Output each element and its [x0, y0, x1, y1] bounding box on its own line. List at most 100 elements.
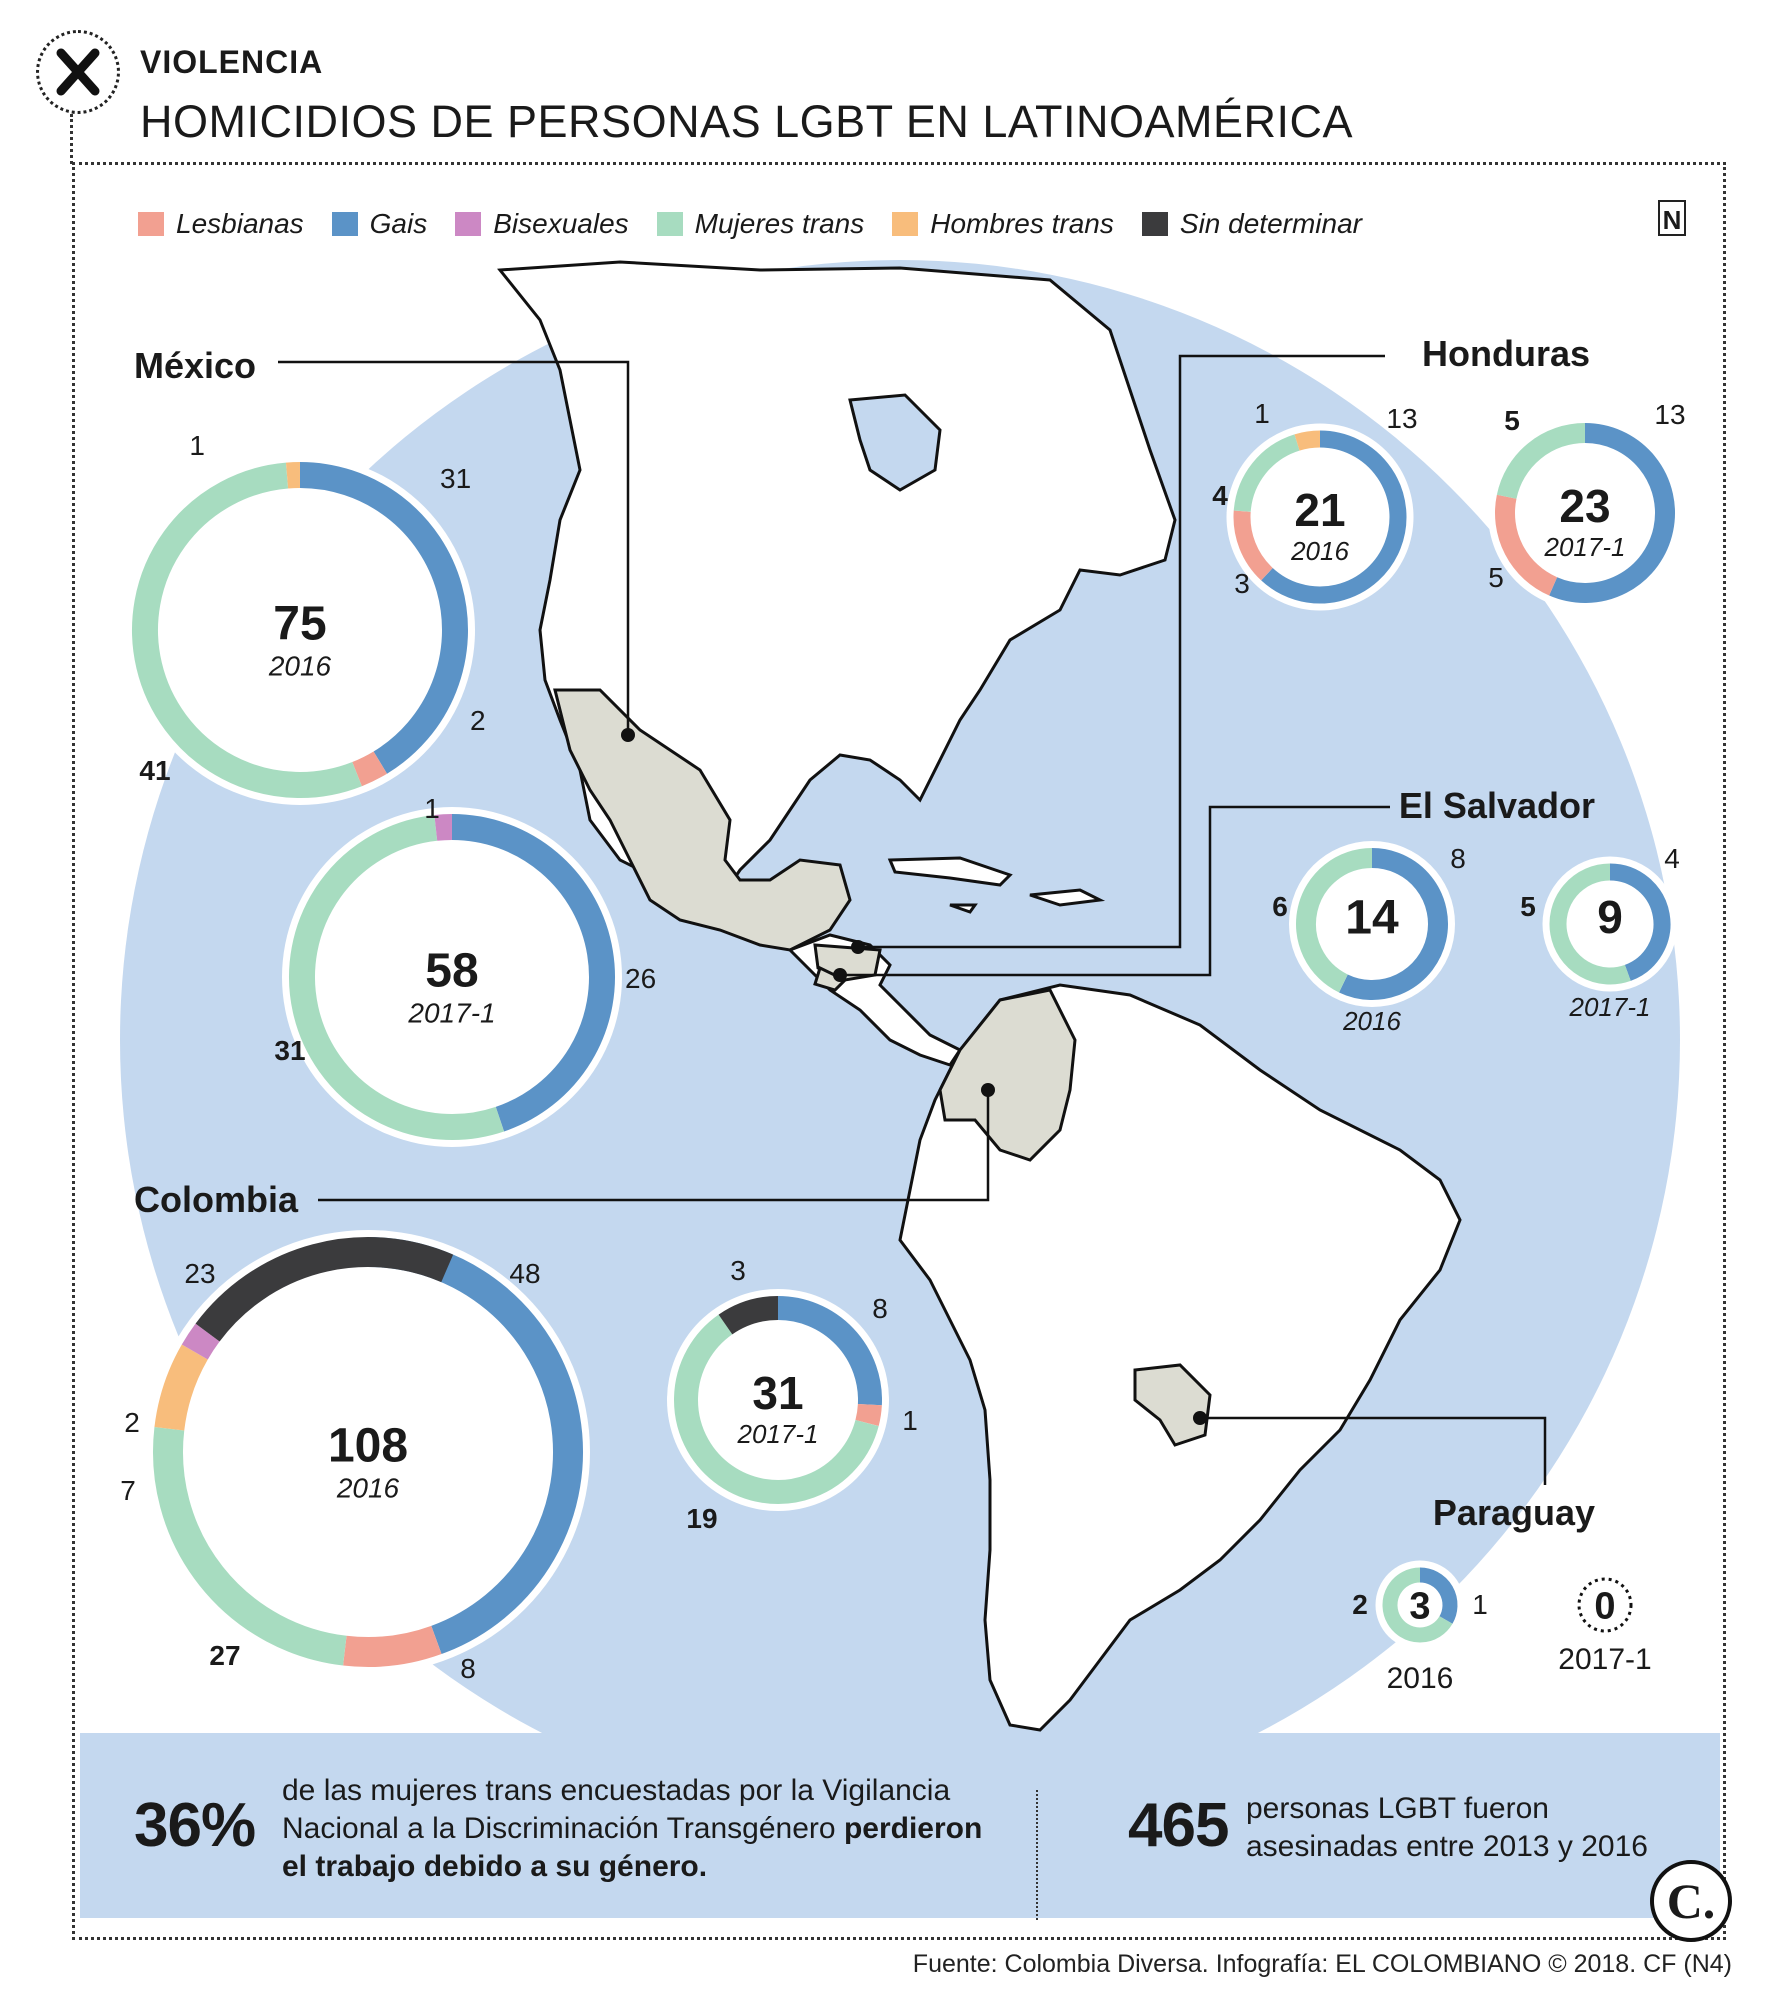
- north-arrow-icon: N: [1658, 200, 1686, 236]
- legend-label: Lesbianas: [176, 208, 304, 239]
- segment-value-label: 4: [1212, 480, 1228, 511]
- donut-segment-bisexuales: [434, 814, 453, 841]
- donut-inner-halo: [1398, 1583, 1442, 1627]
- legend-swatch: [892, 212, 919, 236]
- leader-lines: [278, 354, 1547, 1485]
- segment-value-label: 27: [209, 1640, 240, 1671]
- donut-segment-gais: [1419, 1567, 1458, 1624]
- paraguay-leader-line: [1200, 1416, 1547, 1485]
- el-colombiano-logo: C.: [1650, 1860, 1732, 1942]
- donut-segment-bisexuales: [181, 1323, 220, 1360]
- donut-segment-gais: [451, 814, 615, 1132]
- stat-total-value: 465: [1128, 1791, 1229, 1860]
- donut-segment-mujeres-trans: [1382, 1567, 1453, 1643]
- legend-swatch: [331, 212, 358, 236]
- donut-segment-lesbianas: [1233, 510, 1273, 581]
- donut-inner-halo: [315, 840, 589, 1114]
- donut-total: 3: [1409, 1585, 1430, 1627]
- donut-segment-hombres-trans: [1294, 430, 1321, 451]
- mexico-marker: [621, 728, 635, 742]
- segment-value-label: 2: [470, 705, 486, 736]
- honduras-shape: [813, 943, 882, 982]
- frame-top-border: [72, 162, 1726, 165]
- segment-value-label: 8: [872, 1293, 888, 1324]
- segment-value-label: 4: [1664, 843, 1680, 874]
- donut-segment-hombres-trans: [154, 1344, 208, 1431]
- banner-divider: [1036, 1790, 1038, 1920]
- donut-el-salvador-2016: 14 2016 8 6: [1272, 841, 1466, 1036]
- segment-value-label: 8: [460, 1653, 476, 1684]
- legend-swatch: [138, 212, 164, 236]
- donut-total: 58: [425, 945, 478, 998]
- caribbean-islands-shape: [887, 856, 1106, 914]
- donut-segment-hombres-trans: [285, 462, 301, 489]
- segment-value-label: 13: [1386, 403, 1417, 434]
- segment-value-label: 23: [184, 1258, 215, 1289]
- donut-inner-halo: [183, 1267, 553, 1637]
- source-credit: Fuente: Colombia Diversa. Infografía: EL…: [912, 1950, 1732, 1978]
- north-america-shape: [497, 260, 1177, 907]
- paraguay-shape: [1133, 1363, 1212, 1447]
- honduras-leader-line: [858, 354, 1385, 949]
- donut-segment-lesbianas: [855, 1403, 882, 1427]
- country-label-el-salvador: El Salvador: [1399, 785, 1595, 826]
- legend: Lesbianas Gais Bisexuales Mujeres trans …: [138, 208, 1362, 240]
- mexico-leader-line: [278, 360, 630, 735]
- map-land: [497, 260, 1462, 1732]
- donut-total: 31: [752, 1367, 803, 1419]
- segment-value-label: 5: [1520, 891, 1536, 922]
- honduras-marker: [851, 940, 865, 954]
- legend-item-bisexuales: Bisexuales: [455, 208, 629, 240]
- donut-period: 2017-1: [1544, 532, 1626, 562]
- donut-segment-mujeres-trans: [1233, 434, 1300, 513]
- paraguay-marker: [1193, 1411, 1207, 1425]
- segment-value-label: 2: [1352, 1589, 1368, 1620]
- segment-value-label: 3: [730, 1255, 746, 1286]
- frame-connector: [70, 114, 73, 164]
- donut-period: 2016: [336, 1473, 400, 1504]
- donut-period: 2017-1: [1569, 992, 1651, 1022]
- legend-item-gais: Gais: [331, 208, 427, 240]
- hudson-bay-shape: [848, 393, 942, 492]
- donut-total: 23: [1559, 480, 1610, 532]
- donut-segment-gais: [1339, 848, 1448, 1000]
- donut-total: 14: [1345, 892, 1399, 945]
- segment-value-label: 13: [1654, 399, 1685, 430]
- legend-item-hombres-trans: Hombres trans: [892, 208, 1114, 240]
- legend-item-sin-determinar: Sin determinar: [1141, 208, 1362, 240]
- country-labels: México Honduras El Salvador Colombia Paragua…: [134, 333, 1595, 1533]
- donut-segment-mujeres-trans: [1549, 863, 1631, 985]
- segment-value-label: 5: [1488, 562, 1504, 593]
- page-title: HOMICIDIOS DE PERSONAS LGBT EN LATINOAMÉ…: [140, 96, 1354, 147]
- segment-value-label: 1: [424, 793, 440, 824]
- country-label-colombia: Colombia: [134, 1179, 299, 1220]
- x-mark-icon: [56, 48, 100, 96]
- donut-segment-gais: [1609, 863, 1671, 981]
- colombia-shape: [938, 988, 1077, 1162]
- segment-value-label: 31: [440, 463, 471, 494]
- donut-inner-halo: [1567, 881, 1653, 967]
- segment-value-label: 6: [1272, 891, 1288, 922]
- legend-swatch: [656, 212, 683, 236]
- legend-item-mujeres-trans: Mujeres trans: [656, 208, 864, 240]
- legend-label: Hombres trans: [930, 208, 1114, 239]
- south-america-shape: [898, 983, 1462, 1732]
- segment-value-label: 3: [1234, 568, 1250, 599]
- donut-inner-halo: [1316, 868, 1428, 980]
- mexico-shape: [553, 688, 852, 952]
- donut-inner-halo: [698, 1320, 858, 1480]
- donut-period: 2016: [1342, 1006, 1401, 1036]
- donut-segment-gais: [299, 462, 468, 774]
- segment-value-label: 19: [686, 1503, 717, 1534]
- segment-value-label: 41: [139, 755, 170, 786]
- donut-halo: [125, 455, 475, 805]
- donut-paraguay-2016: 3 2016 2 1: [1352, 1560, 1488, 1695]
- donut-segment-gais: [367, 1237, 583, 1655]
- donut-period: 2016: [1290, 536, 1349, 566]
